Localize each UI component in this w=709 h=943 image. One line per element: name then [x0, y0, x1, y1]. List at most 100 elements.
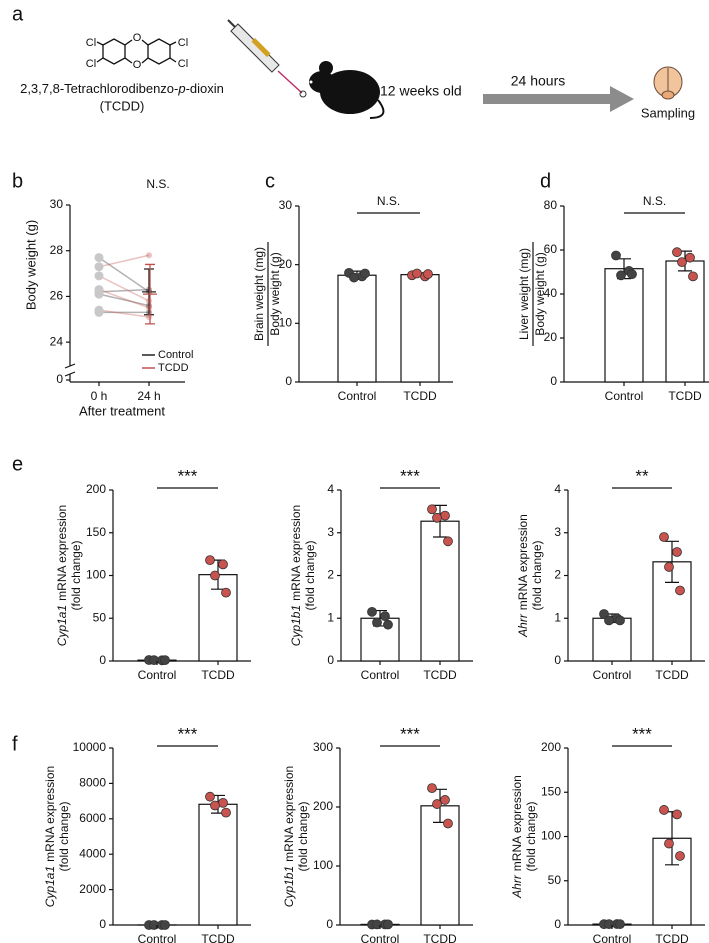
x-tick-label: 24 h [137, 389, 160, 403]
y-tick-label: 0 [327, 653, 334, 667]
axis-break [64, 371, 76, 377]
y-axis-label: (fold change) [524, 801, 538, 871]
mouse [309, 61, 385, 119]
y-axis-label: Body weight (g) [23, 220, 38, 310]
point [440, 795, 450, 805]
subject-line [98, 288, 150, 293]
compound-name: 2,3,7,8-Tetrachlorodibenzo-p-dioxin [20, 81, 224, 96]
significance: *** [400, 724, 420, 743]
text: mRNA expression [55, 505, 69, 601]
legend-label: Control [158, 349, 193, 361]
atom: Cl [86, 37, 96, 49]
brain-icon [653, 66, 683, 100]
panel-label: c [265, 170, 275, 192]
point [94, 305, 104, 315]
y-tick-label: 8000 [79, 776, 106, 790]
significance: *** [632, 724, 652, 743]
y-tick-label: 0 [550, 374, 557, 388]
text: p [177, 81, 185, 96]
error-bar [665, 540, 679, 583]
y-tick-label: 150 [86, 525, 106, 539]
endpoint-label: Sampling [641, 105, 695, 120]
y-tick-label: 28 [50, 243, 64, 257]
point [205, 791, 215, 802]
point [440, 510, 450, 521]
y-tick-label: 0 [99, 917, 106, 931]
point [360, 268, 370, 279]
text: mRNA expression [289, 505, 303, 601]
error-bar [142, 268, 156, 316]
point [604, 919, 614, 930]
y-tick-label: 50 [93, 610, 107, 624]
y-axis-label: Liver weight (mg) [517, 248, 531, 340]
point [372, 919, 382, 930]
point [221, 587, 231, 598]
point [616, 270, 626, 281]
bar [665, 260, 705, 383]
syringe [227, 19, 307, 98]
y-tick-label: 300 [313, 740, 333, 754]
point [615, 919, 625, 930]
y-axis-label: (fold change) [57, 801, 71, 871]
point [218, 559, 228, 570]
duration-label: 24 hours [511, 73, 565, 89]
y-axis-label: Cyp1b1 mRNA expression [282, 766, 296, 907]
point [427, 783, 437, 794]
point [160, 920, 170, 930]
y-tick-label: 10 [279, 316, 293, 330]
x-axis-label: After treatment [79, 403, 165, 418]
panel-label: e [12, 453, 23, 475]
abbreviation: (TCDD) [100, 98, 145, 113]
point [659, 532, 669, 542]
legend-label: TCDD [158, 362, 189, 374]
y-axis-label: (fold change) [303, 540, 317, 610]
x-tick-label: TCDD [668, 389, 702, 403]
text: Cyp1b1 [289, 605, 303, 646]
y-tick-label: 4 [327, 482, 334, 496]
mouse-label: 12 weeks old [380, 83, 462, 99]
x-tick-label: TCDD [423, 668, 457, 682]
significance: *** [178, 724, 198, 743]
y-tick-label: 40 [544, 286, 558, 300]
y-axis-label: Brain weight (mg) [252, 247, 266, 341]
panel-label: f [12, 733, 18, 755]
y-tick-label: 20 [279, 257, 293, 271]
x-tick-label: TCDD [423, 932, 457, 943]
y-tick-label: 200 [313, 799, 333, 813]
point [685, 252, 695, 263]
point [432, 512, 442, 523]
y-tick-label: 50 [548, 873, 562, 887]
x-tick-label: 0 h [91, 389, 108, 403]
y-tick-label: 0 [99, 653, 106, 667]
point [675, 585, 685, 596]
point [372, 617, 382, 628]
significance: ** [635, 466, 649, 485]
y-tick-label: 1 [554, 610, 561, 624]
text: mRNA expression [282, 766, 296, 862]
point [443, 536, 453, 547]
point [599, 609, 609, 619]
text: 2,3,7,8-Tetrachlorodibenzo- [20, 81, 178, 96]
subject-line [98, 254, 150, 268]
y-tick-label: 24 [50, 334, 64, 348]
x-tick-label: Control [338, 389, 377, 403]
atom: Cl [178, 37, 188, 49]
y-tick-label: 100 [541, 829, 561, 843]
y-tick-label: 200 [86, 482, 106, 496]
y-tick-label: 10000 [73, 740, 107, 754]
x-tick-label: Control [593, 668, 632, 682]
y-tick-label: 150 [541, 784, 561, 798]
point [367, 606, 377, 617]
text: Cyp1a1 [55, 605, 69, 646]
x-tick-label: TCDD [201, 668, 235, 682]
significance: N.S. [377, 194, 400, 208]
bar [604, 268, 644, 383]
y-tick-label: 3 [554, 525, 561, 539]
subject-line [98, 288, 150, 309]
y-tick-label: 100 [86, 568, 106, 582]
x-tick-label: Control [361, 668, 400, 682]
point [675, 851, 685, 861]
point [611, 250, 621, 261]
y-tick-label: 2000 [79, 882, 106, 896]
